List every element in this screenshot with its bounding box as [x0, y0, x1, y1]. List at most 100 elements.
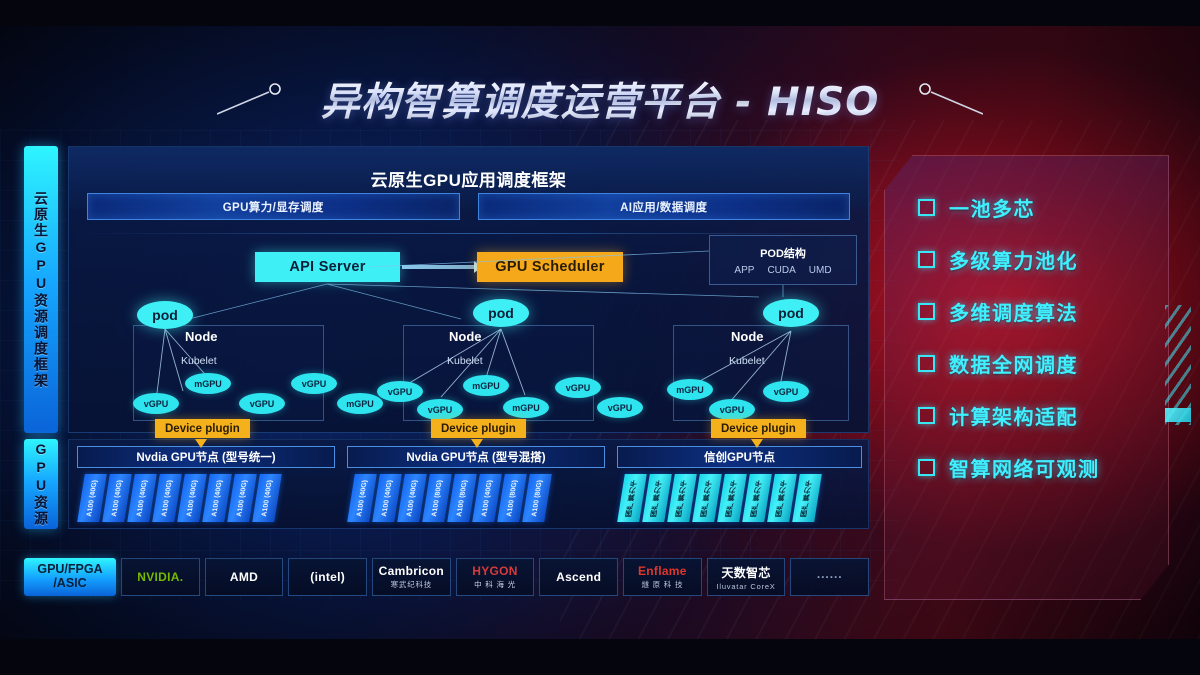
gpu-node-label-3: 信创GPU节点 [617, 446, 862, 468]
node-title-2: Node [449, 329, 482, 344]
pod-structure-cell-app: APP [734, 264, 755, 276]
gpu-card-label: A100 (40G) [85, 479, 99, 517]
checkbox-square-icon [918, 407, 935, 424]
page-title: 异构智算调度运营平台 - HISO [321, 71, 880, 127]
mgpu-ellipse-3a[interactable]: mGPU [667, 379, 713, 400]
highlights-panel: 一池多芯多级算力池化 多维调度算法数据全网调度计算架构适配 智算网络可观测 [884, 155, 1191, 600]
highlight-item-label: 多维调度算法 [949, 303, 1078, 325]
gpu-column-3: 信创GPU节点 国产 算力卡 国产 算力卡 国产 算力卡 国产 算力卡 国产 算力卡 国产… [617, 446, 862, 524]
vendor-logo-cell[interactable]: 天数智芯 Iluvatar CoreX [706, 558, 786, 596]
vgpu-ellipse-2c[interactable]: vGPU [555, 377, 601, 398]
pod-structure-cell-cuda: CUDA [767, 264, 796, 276]
highlight-item[interactable]: 数据全网调度 [918, 349, 1155, 378]
vendor-tag-line-2: /ASIC [53, 576, 87, 590]
vgpu-ellipse-3b[interactable]: vGPU [763, 381, 809, 402]
vendor-logo-name: ······ [816, 570, 843, 584]
capability-bar-gpu-compute[interactable]: GPU算力/显存调度 [87, 193, 460, 220]
vendor-logo-name: AMD [229, 570, 259, 584]
gpu-card: A100 (40G) [252, 474, 282, 522]
vendor-logo-name: Ascend [556, 570, 602, 584]
vendor-logo-cell[interactable]: AMD [204, 558, 284, 596]
capability-bar-row: GPU算力/显存调度 AI应用/数据调度 [69, 193, 868, 220]
vendor-tag-line-1: GPU/FPGA [37, 562, 103, 577]
device-plugin-arrow-3-icon [751, 439, 763, 448]
pod-structure-title: POD结构 [760, 247, 806, 260]
vendor-logo-cell[interactable]: Cambricon 寒武纪科技 [372, 558, 451, 596]
gpu-column-1: Nvdia GPU节点 (型号统一) A100 (40G) A100 (40G) A… [77, 446, 335, 524]
checkbox-square-icon [918, 355, 935, 372]
checkbox-square-icon [918, 459, 935, 476]
sidebar-label-gpu-resource: GPU资源 [24, 439, 58, 529]
gpu-card-label: A100 (40G) [260, 479, 274, 517]
gpu-card-label: A100 (40G) [480, 479, 494, 517]
node-group-2: pod Node Kubelet vGPU vGPU mGPU mGPU vGP… [377, 299, 643, 448]
pod-ellipse-3[interactable]: pod [763, 299, 819, 327]
vendor-logo-cell[interactable]: HYGON 中 科 海 光 [455, 558, 535, 596]
gpu-card-label: 国产 算力卡 [775, 479, 788, 517]
gpu-card-rack-3: 国产 算力卡 国产 算力卡 国产 算力卡 国产 算力卡 国产 算力卡 国产 算力卡 国产 算… [617, 474, 858, 522]
device-plugin-1[interactable]: Device plugin [155, 419, 250, 438]
vgpu-ellipse-1a[interactable]: vGPU [133, 393, 179, 414]
sidebar-label-cloud-native-framework: 云原生GPU资源调度框架 [24, 146, 58, 433]
vgpu-ellipse-2d[interactable]: vGPU [597, 397, 643, 418]
vendor-logo-cell[interactable]: Ascend [539, 558, 619, 596]
device-plugin-3[interactable]: Device plugin [711, 419, 806, 438]
highlight-item[interactable]: 多级算力池化 [918, 245, 1155, 274]
title-right-decoration-icon [895, 82, 984, 116]
slide-title-bar: 异构智算调度运营平台 - HISO [0, 68, 1200, 130]
highlight-item-label: 一池多芯 [949, 199, 1035, 221]
mgpu-ellipse-1b[interactable]: mGPU [337, 393, 383, 414]
vendor-logo-cell[interactable]: ······ [790, 558, 870, 596]
device-plugin-2[interactable]: Device plugin [431, 419, 526, 438]
pod-structure-box: POD结构 APP CUDA UMD [709, 235, 857, 285]
gpu-card-label: 国产 算力卡 [625, 479, 638, 517]
gpu-card-label: A100 (40G) [160, 479, 174, 517]
gpu-column-2: Nvdia GPU节点 (型号混搭) A100 (40G) A100 (40G) A… [347, 446, 605, 524]
vendor-logo-cell[interactable]: Enflame 燧 原 科 技 [623, 558, 702, 596]
vgpu-ellipse-1c[interactable]: vGPU [291, 373, 337, 394]
pod-ellipse-2[interactable]: pod [473, 299, 529, 327]
sidebar-label-gpu-resource-text: GPU资源 [33, 441, 49, 527]
gpu-card-label: 国产 算力卡 [800, 479, 813, 517]
gpu-card-label: A100 (40G) [110, 479, 124, 517]
vgpu-ellipse-2a[interactable]: vGPU [377, 381, 423, 402]
vendor-category-tag: GPU/FPGA /ASIC [24, 558, 116, 596]
gpu-card-label: A100 (40G) [210, 479, 224, 517]
highlight-item-label: 多级算力池化 [949, 251, 1078, 273]
gpu-card-label: A100 (80G) [530, 479, 544, 517]
vendor-logo-name: Enflame [637, 564, 687, 578]
vendor-logo-cell[interactable]: (intel) [288, 558, 368, 596]
sidebar-label-cloud-native-text: 云原生GPU资源调度框架 [33, 190, 49, 389]
highlights-panel-frame [884, 155, 1169, 600]
gpu-card-label: A100 (40G) [235, 479, 249, 517]
highlight-item-label: 智算网络可观测 [949, 459, 1100, 481]
kubelet-label-2: Kubelet [447, 355, 483, 367]
mgpu-ellipse-2b[interactable]: mGPU [503, 397, 549, 418]
gpu-scheduler-box[interactable]: GPU Scheduler [477, 252, 623, 282]
vendor-logo-row: GPU/FPGA /ASIC NVIDIA. AMD (intel) Cambrico… [24, 558, 870, 596]
highlight-item[interactable]: 一池多芯 [918, 193, 1155, 222]
gpu-card-label: A100 (40G) [185, 479, 199, 517]
vendor-logo-cell[interactable]: NVIDIA. [121, 558, 200, 596]
vgpu-ellipse-2b[interactable]: vGPU [417, 399, 463, 420]
vgpu-ellipse-3a[interactable]: vGPU [709, 399, 755, 420]
highlight-item[interactable]: 智算网络可观测 [918, 453, 1155, 482]
gpu-card-label: 国产 算力卡 [675, 479, 688, 517]
capability-bar-ai-data[interactable]: AI应用/数据调度 [477, 193, 850, 220]
mgpu-ellipse-1a[interactable]: mGPU [185, 373, 231, 394]
vendor-logo-name: (intel) [310, 570, 346, 584]
checkbox-square-icon [918, 251, 935, 268]
mgpu-ellipse-2a[interactable]: mGPU [463, 375, 509, 396]
gpu-card-label: 国产 算力卡 [650, 479, 663, 517]
api-server-box[interactable]: API Server [255, 252, 400, 282]
vgpu-ellipse-1b[interactable]: vGPU [239, 393, 285, 414]
gpu-card-label: 国产 算力卡 [700, 479, 713, 517]
pod-structure-cell-umd: UMD [808, 264, 832, 276]
highlight-item[interactable]: 计算架构适配 [918, 401, 1155, 430]
highlight-item[interactable]: 多维调度算法 [918, 297, 1155, 326]
highlight-item-label: 计算架构适配 [949, 407, 1078, 429]
vendor-logo-subtitle: 寒武纪科技 [390, 580, 433, 589]
gpu-card-label: A100 (80G) [505, 479, 519, 517]
pod-ellipse-1[interactable]: pod [137, 301, 193, 329]
